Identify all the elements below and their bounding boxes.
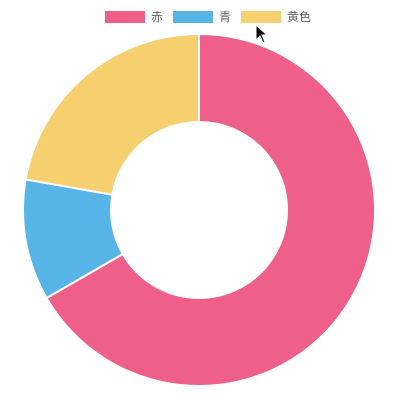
- donut-slice-2[interactable]: [24, 32, 200, 196]
- legend-swatch-2: [241, 10, 281, 23]
- legend-item-1[interactable]: 青: [172, 8, 231, 25]
- legend-label-2: 黄色: [287, 10, 312, 24]
- legend-swatch-1: [172, 10, 213, 23]
- legend-item-0[interactable]: 赤: [104, 8, 163, 25]
- legend-label-0: 赤: [150, 10, 163, 24]
- legend-label-1: 青: [218, 10, 231, 24]
- legend: 赤 青 黄色: [0, 8, 416, 25]
- legend-swatch-0: [104, 10, 145, 23]
- donut-slice-0[interactable]: [45, 32, 376, 387]
- legend-item-2[interactable]: 黄色: [241, 8, 311, 25]
